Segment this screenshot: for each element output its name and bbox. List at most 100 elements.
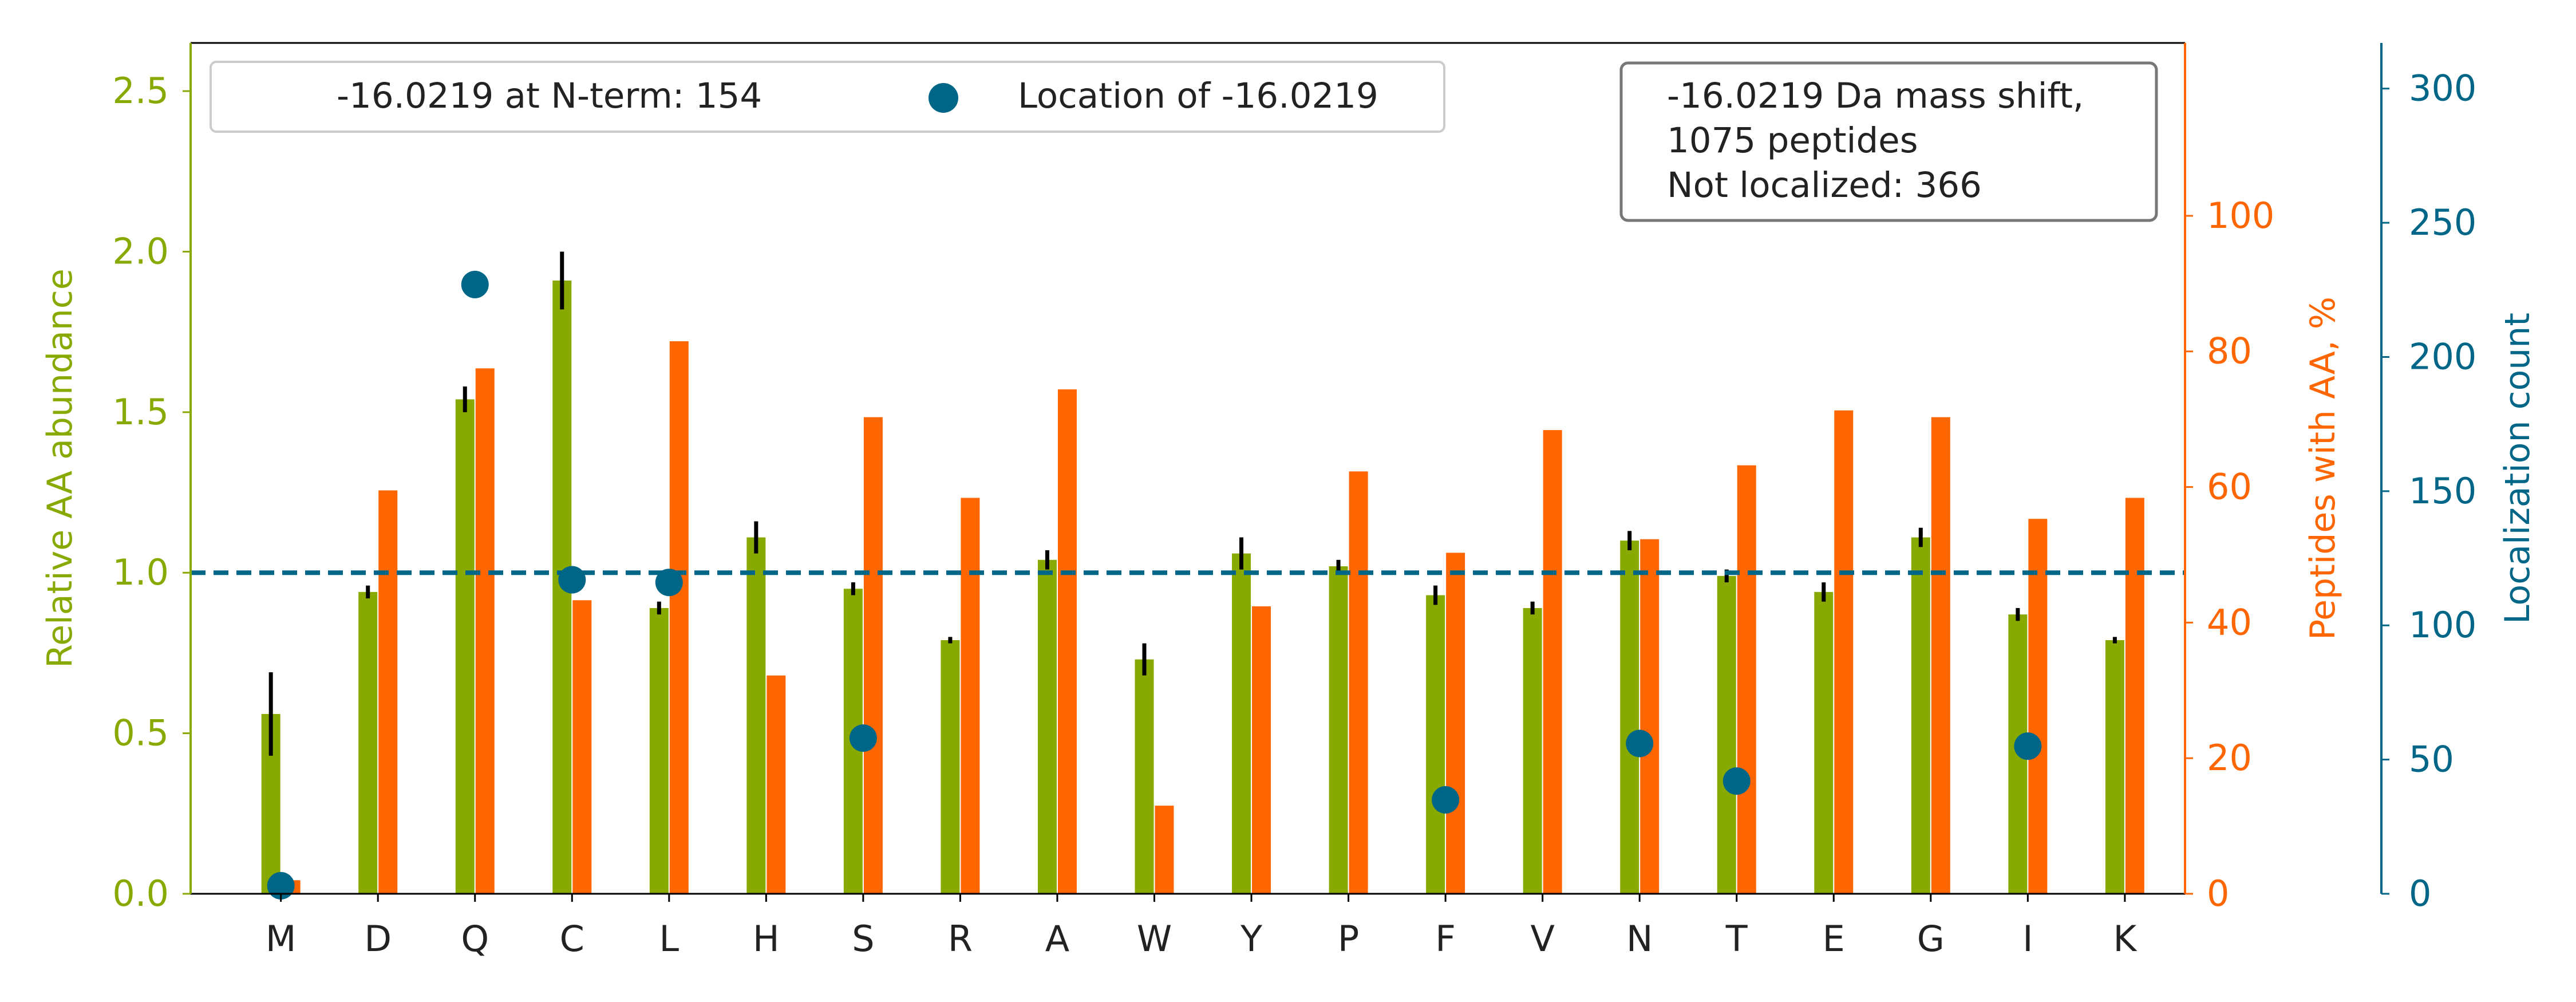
right-tick-label: 40 — [2207, 601, 2252, 643]
location-point-L — [655, 569, 683, 597]
left-ticks: 0.0 0.5 1.0 1.5 2.0 2.5 — [112, 70, 191, 914]
bar-peptides-pct-W — [1155, 806, 1174, 894]
left-tick-label: 0.0 — [112, 873, 169, 914]
bar-peptides-pct-L — [669, 341, 689, 894]
left-tick-label: 1.0 — [112, 551, 169, 593]
annotation-line-3: Not localized: 366 — [1667, 165, 1982, 206]
x-tick-label-H: H — [753, 918, 780, 960]
bar-relative-abundance-L — [649, 607, 669, 894]
x-tick-label-M: M — [266, 918, 297, 960]
right-tick-label: 60 — [2207, 466, 2252, 508]
bar-peptides-pct-I — [2028, 519, 2048, 894]
bar-peptides-pct-R — [961, 498, 980, 894]
location-point-S — [849, 724, 877, 752]
points-layer — [267, 270, 2042, 900]
location-point-N — [1626, 729, 1654, 758]
bar-peptides-pct-P — [1349, 471, 1368, 894]
right-tick-label: 100 — [2207, 195, 2274, 236]
left-tick-label: 1.5 — [112, 391, 169, 433]
bar-relative-abundance-A — [1037, 559, 1057, 894]
far-right-tick-label: 0 — [2409, 873, 2431, 914]
bar-peptides-pct-D — [378, 490, 398, 894]
bar-peptides-pct-S — [863, 417, 883, 894]
far-right-ticks: 0 50 100 150 200 250 300 — [2381, 68, 2476, 914]
x-tick-label-S: S — [852, 918, 874, 960]
far-right-tick-label: 300 — [2409, 68, 2476, 109]
bar-peptides-pct-E — [1834, 410, 1854, 894]
x-tick-label-Q: Q — [461, 918, 489, 960]
bar-relative-abundance-D — [358, 591, 378, 894]
right-tick-label: 0 — [2207, 873, 2229, 914]
x-tick-label-D: D — [364, 918, 392, 960]
annotation-box — [1619, 61, 2158, 222]
x-tick-label-V: V — [1530, 918, 1554, 960]
location-point-Q — [461, 270, 489, 298]
x-tick-label-W: W — [1137, 918, 1172, 960]
x-tick-label-Y: Y — [1240, 918, 1262, 960]
bar-relative-abundance-N — [1620, 541, 1639, 894]
x-tick-label-C: C — [560, 918, 584, 960]
far-right-tick-label: 50 — [2409, 739, 2454, 780]
bar-peptides-pct-H — [767, 675, 786, 894]
location-point-M — [267, 871, 295, 900]
location-point-C — [558, 566, 586, 594]
bar-peptides-pct-A — [1057, 389, 1077, 894]
bars-layer — [261, 280, 2144, 894]
far-right-tick-label: 100 — [2409, 604, 2476, 646]
bar-peptides-pct-G — [1931, 417, 1950, 894]
annotation-line-1: -16.0219 Da mass shift, — [1667, 76, 2084, 116]
x-tick-label-N: N — [1626, 918, 1653, 960]
x-tick-label-I: I — [2022, 918, 2033, 960]
left-tick-label: 2.0 — [112, 230, 169, 272]
annotation-line-2: 1075 peptides — [1667, 120, 1918, 161]
right-ticks: 0 20 40 60 80 100 — [2185, 195, 2274, 914]
right-axis-label: Peptides with AA, % — [2303, 297, 2343, 640]
legend-box — [210, 61, 1445, 133]
location-point-F — [1432, 786, 1460, 814]
bar-peptides-pct-V — [1543, 430, 1562, 894]
x-tick-label-T: T — [1725, 918, 1748, 960]
bar-relative-abundance-G — [1911, 537, 1930, 894]
bar-relative-abundance-T — [1717, 575, 1736, 894]
location-point-I — [2014, 732, 2042, 760]
legend-entry-location: Location of -16.0219 — [1018, 76, 1378, 116]
bar-relative-abundance-E — [1814, 591, 1834, 894]
x-tick-label-E: E — [1823, 918, 1845, 960]
bar-relative-abundance-H — [746, 537, 766, 894]
bar-peptides-pct-Q — [475, 368, 495, 894]
far-right-tick-label: 200 — [2409, 336, 2476, 377]
x-tick-label-F: F — [1435, 918, 1456, 960]
legend-marker-location — [929, 83, 958, 113]
x-tick-label-A: A — [1045, 918, 1069, 960]
left-tick-label: 2.5 — [112, 70, 169, 112]
bar-relative-abundance-V — [1523, 607, 1542, 894]
x-tick-label-L: L — [659, 918, 679, 960]
bar-relative-abundance-F — [1426, 595, 1445, 894]
bar-peptides-pct-C — [572, 600, 592, 894]
left-tick-label: 0.5 — [112, 712, 169, 754]
annotation: -16.0219 Da mass shift, 1075 peptides No… — [1619, 61, 2158, 222]
x-tick-label-P: P — [1338, 918, 1359, 960]
bar-relative-abundance-Y — [1232, 553, 1251, 894]
bar-peptides-pct-K — [2125, 498, 2144, 894]
left-axis-label: Relative AA abundance — [40, 269, 80, 668]
bar-peptides-pct-N — [1640, 539, 1660, 894]
bar-relative-abundance-P — [1329, 566, 1348, 894]
x-tick-label-G: G — [1917, 918, 1945, 960]
bar-peptides-pct-Y — [1252, 606, 1271, 894]
bar-relative-abundance-R — [941, 640, 960, 894]
right-tick-label: 20 — [2207, 737, 2252, 779]
bar-relative-abundance-Q — [455, 399, 475, 894]
legend-entry-nterm: -16.0219 at N-term: 154 — [337, 76, 762, 116]
legend: -16.0219 at N-term: 154 Location of -16.… — [210, 61, 1445, 133]
bar-peptides-pct-F — [1446, 553, 1465, 894]
far-right-axis-label: Localization count — [2498, 313, 2538, 624]
bar-relative-abundance-K — [2105, 640, 2124, 894]
x-tick-label-K: K — [2113, 918, 2138, 960]
x-tick-label-R: R — [948, 918, 973, 960]
bar-peptides-pct-T — [1737, 465, 1756, 894]
far-right-tick-label: 150 — [2409, 470, 2476, 512]
location-point-T — [1722, 767, 1751, 795]
